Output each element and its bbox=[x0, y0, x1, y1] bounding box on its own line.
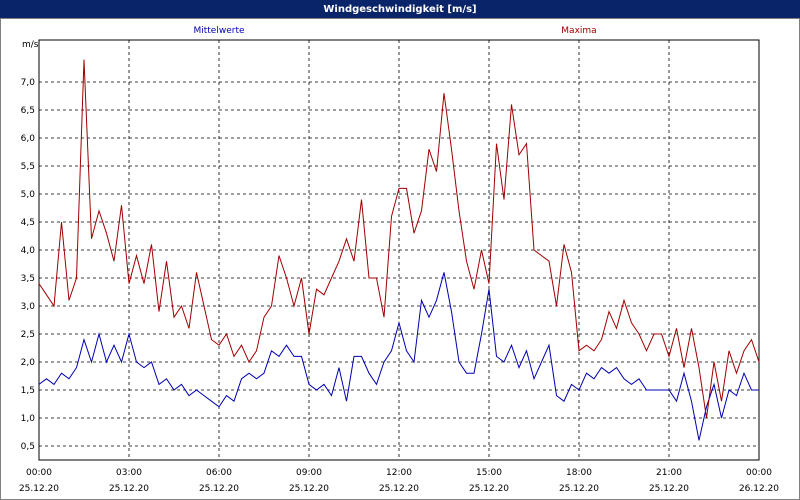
x-tick-label: 18:00 bbox=[566, 468, 592, 478]
x-tick-label: 15:00 bbox=[476, 468, 502, 478]
y-tick-label: 5,5 bbox=[21, 162, 35, 172]
x-tick-label: 21:00 bbox=[656, 468, 682, 478]
x-tick-date: 25.12.20 bbox=[199, 484, 239, 494]
y-axis-label: m/s bbox=[22, 40, 39, 50]
x-tick-label: 00:00 bbox=[26, 468, 52, 478]
y-tick-label: 6,5 bbox=[21, 106, 35, 116]
x-tick-date: 25.12.20 bbox=[469, 484, 509, 494]
y-tick-label: 0,5 bbox=[21, 442, 35, 452]
y-tick-label: 5,0 bbox=[21, 190, 36, 200]
x-tick-date: 25.12.20 bbox=[559, 484, 599, 494]
x-tick-label: 12:00 bbox=[386, 468, 412, 478]
y-tick-label: 7,0 bbox=[21, 78, 36, 88]
x-tick-date: 25.12.20 bbox=[379, 484, 419, 494]
x-tick-label: 03:00 bbox=[116, 468, 142, 478]
y-tick-label: 1,5 bbox=[21, 386, 35, 396]
series-line bbox=[38, 59, 760, 419]
y-tick-label: 3,0 bbox=[21, 302, 36, 312]
x-tick-date: 25.12.20 bbox=[289, 484, 329, 494]
x-tick-date: 26.12.20 bbox=[739, 484, 779, 494]
y-tick-label: 2,5 bbox=[21, 330, 35, 340]
y-tick-label: 3,5 bbox=[21, 274, 35, 284]
y-tick-label: 2,0 bbox=[21, 358, 36, 368]
x-tick-date: 25.12.20 bbox=[109, 484, 149, 494]
y-tick-label: 4,5 bbox=[21, 218, 35, 228]
y-tick-label: 6,0 bbox=[21, 134, 36, 144]
x-tick-label: 06:00 bbox=[206, 468, 232, 478]
y-tick-label: 1,0 bbox=[21, 414, 36, 424]
y-tick-label: 4,0 bbox=[21, 246, 36, 256]
legend-label: Maxima bbox=[561, 26, 596, 36]
series-line bbox=[38, 272, 759, 441]
title-bar bbox=[0, 0, 800, 18]
legend-label: Mittelwerte bbox=[193, 26, 244, 36]
x-tick-label: 00:00 bbox=[746, 468, 772, 478]
chart-title: Windgeschwindigkeit [m/s] bbox=[323, 4, 476, 15]
x-tick-label: 09:00 bbox=[296, 468, 322, 478]
x-tick-date: 25.12.20 bbox=[19, 484, 59, 494]
x-tick-date: 25.12.20 bbox=[649, 484, 689, 494]
